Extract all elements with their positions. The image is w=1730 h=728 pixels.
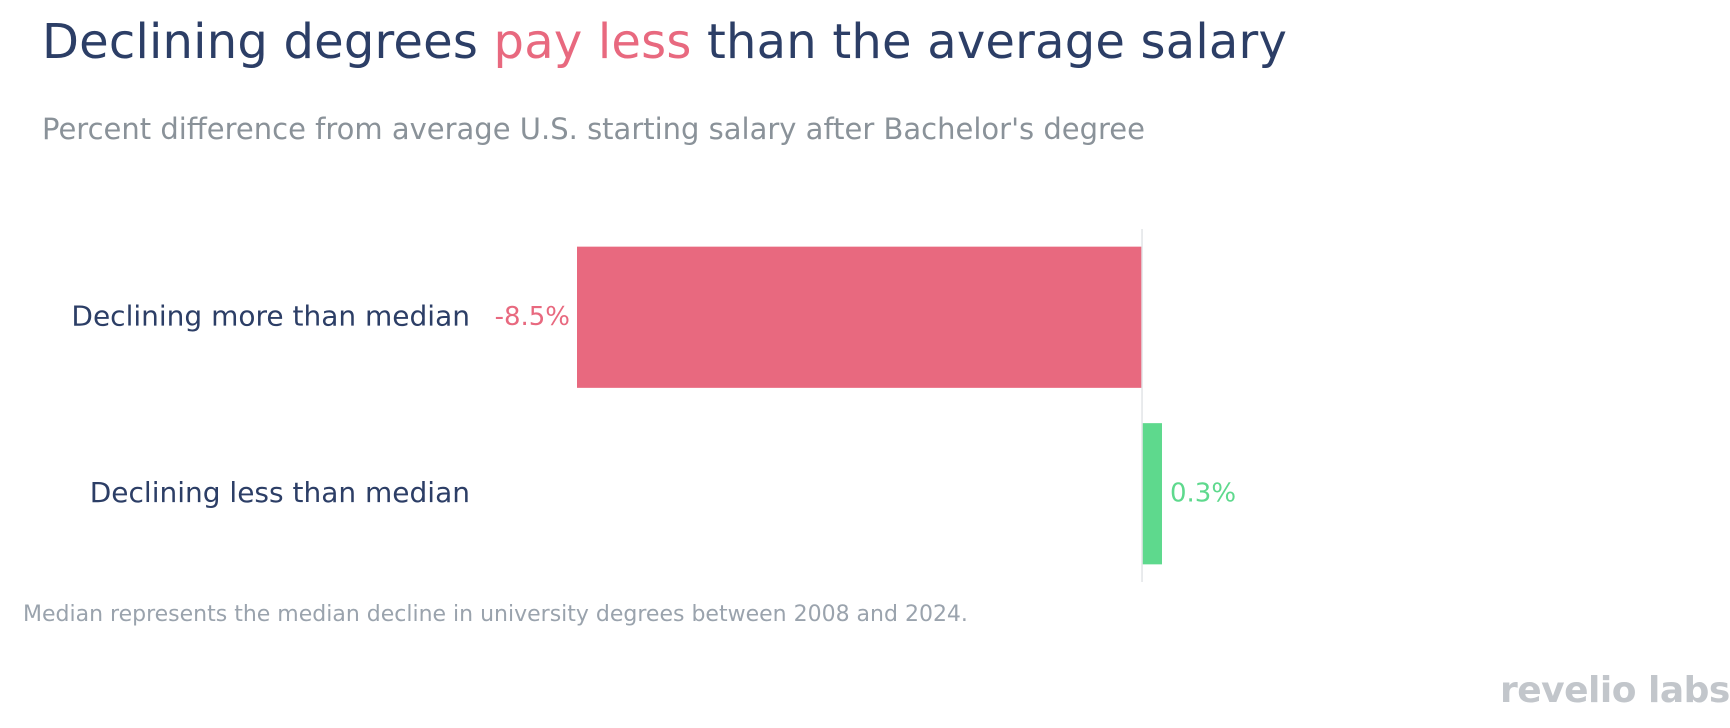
- category-label-2: Declining less than median: [90, 476, 470, 509]
- title-highlight: pay less: [493, 14, 692, 70]
- category-label-1: Declining more than median: [71, 299, 470, 332]
- title-part-1: Declining degrees: [42, 14, 494, 70]
- chart-subtitle: Percent difference from average U.S. sta…: [42, 112, 1145, 146]
- bar-2: [1142, 423, 1162, 565]
- chart-title: Declining degrees pay less than the aver…: [42, 14, 1287, 70]
- chart-footnote: Median represents the median decline in …: [23, 602, 968, 627]
- data-label-2: 0.3%: [1170, 478, 1236, 508]
- bar-1: [577, 246, 1143, 388]
- revelio-labs-logo: revelio labs: [1500, 670, 1730, 711]
- title-part-3: than the average salary: [691, 14, 1288, 70]
- data-label-1: -8.5%: [495, 302, 570, 332]
